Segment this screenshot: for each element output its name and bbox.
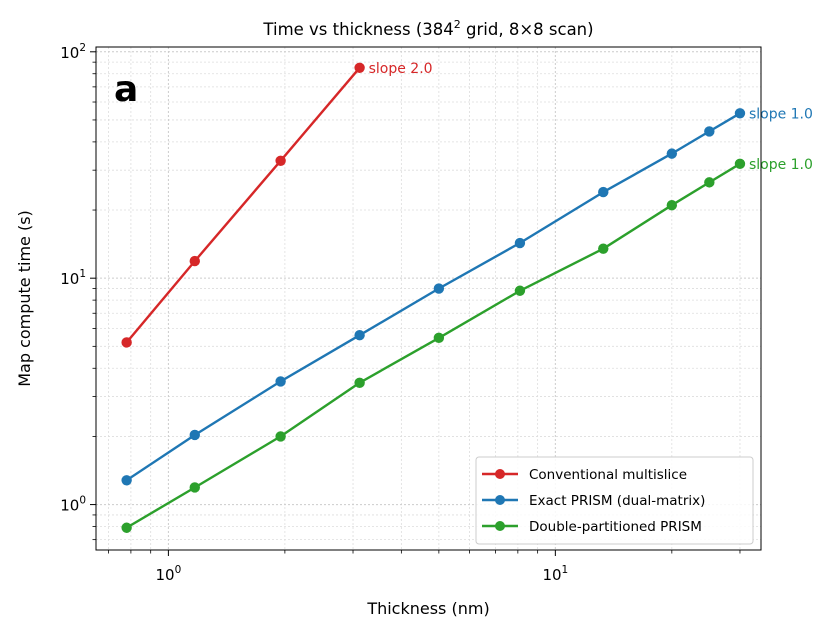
data-point <box>275 376 286 387</box>
legend-item: Exact PRISM (dual-matrix) <box>482 493 705 509</box>
title-superscript: 2 <box>454 18 461 31</box>
series-line <box>125 162 741 529</box>
x-tick-label: 100 <box>156 564 182 584</box>
data-point <box>189 255 200 267</box>
data-point <box>666 148 678 159</box>
data-point <box>704 177 715 188</box>
legend: Conventional multislice Exact PRISM (dual… <box>475 456 754 545</box>
data-point <box>354 62 365 73</box>
y-tick-label: 102 <box>60 42 86 62</box>
data-point <box>598 186 609 198</box>
data-point <box>734 158 746 170</box>
data-point <box>354 377 365 389</box>
x-tick-label: 101 <box>542 564 568 584</box>
legend-label: Exact PRISM (dual-matrix) <box>529 493 705 509</box>
legend-marker <box>495 495 505 505</box>
data-point <box>275 155 286 166</box>
data-point <box>514 285 526 296</box>
panel-label: a <box>114 69 138 110</box>
data-point <box>121 475 132 486</box>
legend-item: Double-partitioned PRISM <box>482 519 702 535</box>
legend-item: Conventional multislice <box>482 467 687 483</box>
series-layer: slope 2.0 slope 1.0 slope 1.0 <box>121 61 813 533</box>
data-point <box>189 482 200 493</box>
data-point <box>598 243 609 254</box>
series-0: slope 2.0 <box>121 61 433 348</box>
data-point <box>121 337 132 348</box>
data-point <box>666 200 678 211</box>
data-point <box>734 108 746 119</box>
data-point <box>433 283 445 294</box>
data-point <box>275 431 286 442</box>
data-point <box>433 332 445 344</box>
axis-ticks: 100 101 100 101 102 <box>60 42 741 584</box>
legend-box <box>475 456 754 545</box>
y-tick-label: 101 <box>60 268 86 288</box>
series-2: slope 1.0 <box>121 157 813 533</box>
plot-frame <box>95 46 762 551</box>
slope-annotation: slope 1.0 <box>749 157 813 173</box>
legend-label: Double-partitioned PRISM <box>529 519 702 535</box>
series-line <box>125 67 361 344</box>
data-point <box>121 522 132 533</box>
chart-title: Time vs thickness (3842 grid, 8×8 scan) <box>262 18 593 39</box>
legend-marker <box>495 469 505 479</box>
data-point <box>514 237 526 249</box>
series-1: slope 1.0 <box>121 106 813 486</box>
series-line <box>125 112 741 482</box>
data-point <box>704 126 715 137</box>
data-point <box>354 329 365 341</box>
grid <box>96 47 761 550</box>
slope-annotation: slope 2.0 <box>369 61 433 77</box>
y-axis-label: Map compute time (s) <box>15 210 34 387</box>
slope-annotation: slope 1.0 <box>749 106 813 122</box>
x-axis-label: Thickness (nm) <box>366 599 489 618</box>
y-tick-label: 100 <box>60 495 86 515</box>
legend-label: Conventional multislice <box>529 467 687 483</box>
data-point <box>189 429 200 441</box>
legend-marker <box>495 521 505 531</box>
